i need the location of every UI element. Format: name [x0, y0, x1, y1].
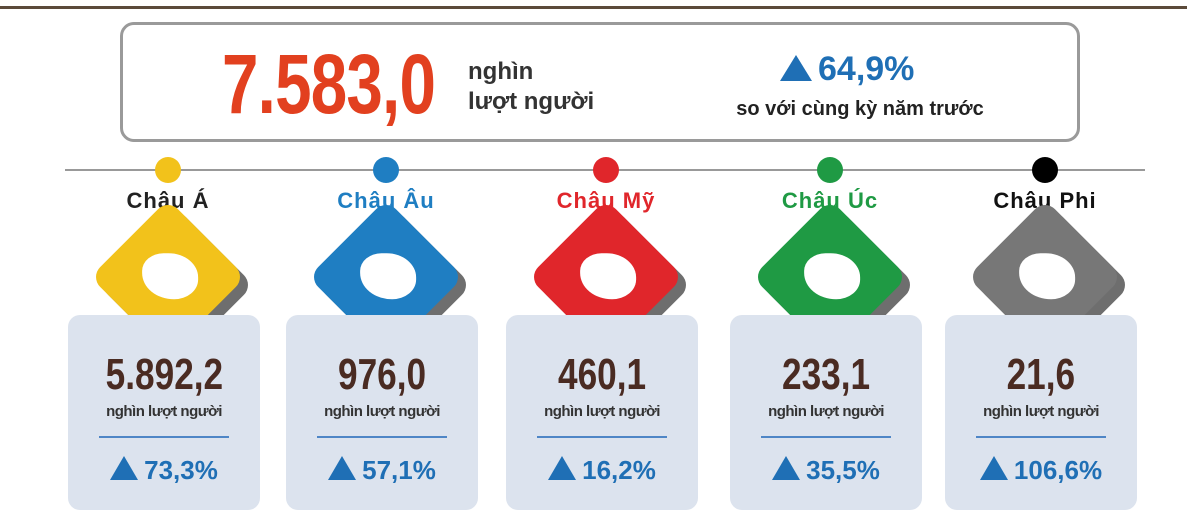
region-card	[286, 315, 478, 510]
total-note: so với cùng kỳ năm trước	[736, 98, 984, 120]
region-unit: nghìn lượt người	[544, 403, 660, 420]
value-text: 460,1	[557, 350, 647, 399]
separator	[761, 436, 891, 438]
region-unit: nghìn lượt người	[106, 403, 222, 420]
region-card	[730, 315, 922, 510]
continent-icon	[360, 253, 417, 300]
total-change: 64,9%	[780, 50, 914, 89]
change-text: 64,9%	[818, 50, 915, 88]
region-dot	[817, 157, 843, 183]
separator	[99, 436, 229, 438]
value-text: 21,6	[1006, 350, 1076, 399]
change-text: 73,3%	[144, 455, 218, 485]
continent-icon	[804, 253, 861, 300]
region-change: 57,1%	[286, 455, 478, 486]
change-text: 35,5%	[806, 455, 880, 485]
summary-box	[120, 22, 1080, 142]
total-unit: lượt người	[468, 88, 595, 115]
region-value: 21,6	[945, 350, 1137, 400]
change-text: 106,6%	[1013, 455, 1103, 485]
region-unit: nghìn lượt người	[324, 403, 440, 420]
region-change: 73,3%	[68, 455, 260, 486]
up-arrow	[110, 456, 139, 480]
continent-icon	[580, 253, 637, 300]
total-unit: nghìn	[468, 58, 534, 85]
region-card	[68, 315, 260, 510]
region-dot	[155, 157, 181, 183]
region-change: 35,5%	[730, 455, 922, 486]
region-card	[506, 315, 698, 510]
region-dot	[593, 157, 619, 183]
region-change: 16,2%	[506, 455, 698, 486]
total-value: 7.583,0	[222, 37, 436, 131]
continent-icon	[1019, 253, 1076, 300]
up-arrow	[548, 456, 577, 480]
up-arrow	[780, 55, 812, 81]
up-arrow	[979, 456, 1008, 480]
top-rule	[0, 6, 1187, 9]
up-arrow	[772, 456, 801, 480]
value-text: 976,0	[337, 350, 427, 399]
value-text: 233,1	[781, 350, 871, 399]
change-text: 57,1%	[362, 455, 436, 485]
region-value: 976,0	[286, 350, 478, 400]
region-card	[945, 315, 1137, 510]
region-unit: nghìn lượt người	[983, 403, 1099, 420]
region-dot	[373, 157, 399, 183]
region-change: 106,6%	[945, 455, 1137, 486]
separator	[317, 436, 447, 438]
region-value: 5.892,2	[68, 350, 260, 400]
region-value: 460,1	[506, 350, 698, 400]
up-arrow	[328, 456, 357, 480]
change-text: 16,2%	[582, 455, 656, 485]
region-value: 233,1	[730, 350, 922, 400]
separator	[537, 436, 667, 438]
region-unit: nghìn lượt người	[768, 403, 884, 420]
separator	[976, 436, 1106, 438]
region-dot	[1032, 157, 1058, 183]
value-text: 5.892,2	[105, 350, 223, 399]
continent-icon	[142, 253, 199, 300]
